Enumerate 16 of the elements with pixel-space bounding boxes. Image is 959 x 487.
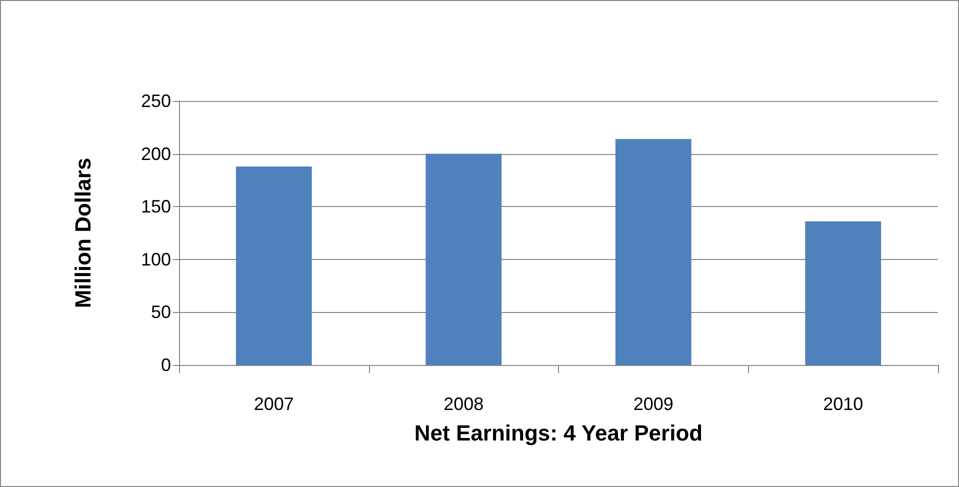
x-tick-label: 2007: [254, 394, 294, 414]
y-tick-label: 0: [160, 355, 171, 375]
y-tick-label: 150: [140, 196, 171, 217]
x-axis-title: Net Earnings: 4 Year Period: [414, 420, 703, 446]
y-tick-label: 200: [140, 144, 171, 164]
bar: [615, 139, 692, 365]
y-axis-title: Million Dollars: [70, 158, 96, 308]
y-tick-label: 50: [150, 302, 171, 322]
x-tick-label: 2009: [633, 394, 674, 414]
y-tick-label: 100: [140, 249, 171, 270]
x-tick-label: 2010: [823, 394, 864, 414]
bar: [805, 221, 882, 365]
bar: [236, 166, 312, 365]
y-tick-label: 250: [140, 91, 171, 111]
x-tick-label: 2008: [444, 394, 484, 414]
bar: [426, 154, 502, 365]
